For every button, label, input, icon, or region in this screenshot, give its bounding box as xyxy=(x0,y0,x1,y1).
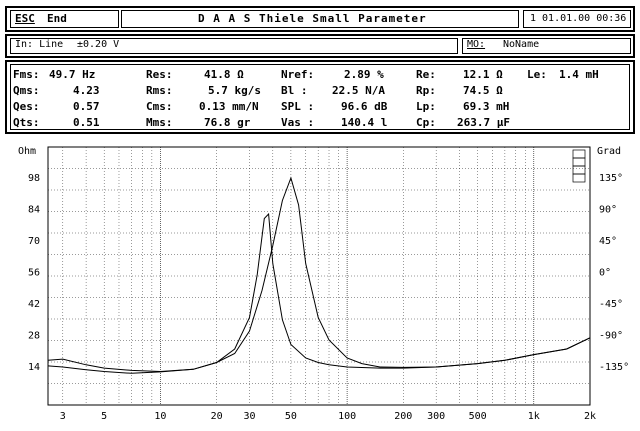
x-tick-label: 200 xyxy=(394,411,412,422)
param-cms-value: 0.13 mm/N xyxy=(199,100,259,113)
page-title: D A A S Thiele Small Parameter xyxy=(198,12,427,25)
right-tick-label: -135° xyxy=(599,362,629,373)
param-rp-label: Rp: xyxy=(416,84,436,97)
left-tick-label: 42 xyxy=(28,299,40,310)
right-tick-label: -45° xyxy=(599,299,623,310)
chart-curves xyxy=(47,176,591,374)
param-cp-value: 263.7 µF xyxy=(457,116,510,129)
param-bl-label: Bl : xyxy=(281,84,308,97)
param-mms-label: Mms: xyxy=(146,116,173,129)
param-fms-label: Fms: xyxy=(13,68,40,81)
param-spl-label: SPL : xyxy=(281,100,315,113)
mo-value: NoName xyxy=(503,39,540,50)
right-tick-label: 135° xyxy=(599,173,623,184)
phase-curve xyxy=(47,212,591,373)
mo-panel: MO: NoName xyxy=(462,38,631,54)
x-tick-label: 500 xyxy=(469,411,487,422)
param-res-label: Res: xyxy=(146,68,173,81)
param-cms-label: Cms: xyxy=(146,100,173,113)
scroll-indicator-box[interactable] xyxy=(572,165,586,175)
scroll-indicator[interactable] xyxy=(572,149,586,183)
right-axis-label: Grad xyxy=(597,146,621,157)
param-spl-value: 96.6 dB xyxy=(341,100,388,113)
esc-end-panel: ESC End xyxy=(10,10,119,28)
datetime: 1 01.01.00 00:36 xyxy=(530,13,627,24)
right-tick-label: 45° xyxy=(599,236,617,247)
x-axis-ticks: 3 5 10 20 30 50 100 200 300 500 1k 2k xyxy=(60,411,596,422)
param-fms-value: 49.7 Hz xyxy=(49,68,96,81)
param-le-label: Le: xyxy=(527,68,547,81)
x-tick-label: 1k xyxy=(528,411,540,422)
param-rms-value: 5.7 kg/s xyxy=(208,84,261,97)
left-tick-label: 70 xyxy=(28,236,40,247)
param-rms-label: Rms: xyxy=(146,84,173,97)
param-vas-label: Vas : xyxy=(281,116,315,129)
parameter-panel: Fms: 49.7 Hz Res: 41.8 Ω Nref: 2.89 % Re… xyxy=(5,60,635,134)
x-tick-label: 3 xyxy=(60,411,66,422)
parameter-grid: Fms: 49.7 Hz Res: 41.8 Ω Nref: 2.89 % Re… xyxy=(10,64,630,130)
param-cp-label: Cp: xyxy=(416,116,436,129)
plot-frame xyxy=(47,146,591,406)
input-panel: In: Line ±0.20 V xyxy=(10,38,458,54)
right-tick-label: 90° xyxy=(599,205,617,216)
param-le-value: 1.4 mH xyxy=(559,68,599,81)
param-re-value: 12.1 Ω xyxy=(463,68,503,81)
param-rp-value: 74.5 Ω xyxy=(463,84,503,97)
left-tick-label: 56 xyxy=(28,268,40,279)
input-bar: In: Line ±0.20 V MO: NoName xyxy=(5,34,635,58)
x-tick-label: 300 xyxy=(427,411,445,422)
left-tick-label: 14 xyxy=(28,362,40,373)
title-panel: D A A S Thiele Small Parameter xyxy=(121,10,519,28)
x-tick-label: 50 xyxy=(285,411,297,422)
menu-bar: ESC End D A A S Thiele Small Parameter 1… xyxy=(5,6,635,32)
param-qts-value: 0.51 xyxy=(73,116,100,129)
left-tick-label: 84 xyxy=(28,205,40,216)
param-qts-label: Qts: xyxy=(13,116,40,129)
x-tick-label: 5 xyxy=(101,411,107,422)
scroll-indicator-box[interactable] xyxy=(572,149,586,159)
left-axis-label: Ohm xyxy=(18,146,36,157)
impedance-chart: Ohm Grad 98 84 70 56 42 28 14 135° 90° 45° 0° -45°… xyxy=(18,146,629,422)
datetime-panel: 1 01.01.00 00:36 xyxy=(523,10,631,28)
input-label: In: Line xyxy=(15,39,64,50)
param-nref-label: Nref: xyxy=(281,68,315,81)
mo-label[interactable]: MO: xyxy=(467,39,486,50)
param-res-value: 41.8 Ω xyxy=(204,68,244,81)
scroll-indicator-box[interactable] xyxy=(572,173,586,183)
param-qms-label: Qms: xyxy=(13,84,40,97)
param-qes-label: Qes: xyxy=(13,100,40,113)
param-lp-value: 69.3 mH xyxy=(463,100,510,113)
impedance-curve xyxy=(47,176,591,374)
x-tick-label: 100 xyxy=(338,411,356,422)
param-mms-value: 76.8 gr xyxy=(204,116,251,129)
left-tick-label: 28 xyxy=(28,331,40,342)
left-axis-ticks: 98 84 70 56 42 28 14 xyxy=(28,173,40,373)
x-tick-label: 2k xyxy=(584,411,596,422)
param-qms-value: 4.23 xyxy=(73,84,100,97)
x-tick-label: 10 xyxy=(154,411,166,422)
input-level: ±0.20 V xyxy=(77,39,120,50)
esc-button[interactable]: ESC xyxy=(15,12,35,25)
end-button[interactable]: End xyxy=(47,12,67,25)
param-bl-value: 22.5 N/A xyxy=(332,84,385,97)
x-tick-label: 30 xyxy=(243,411,255,422)
param-lp-label: Lp: xyxy=(416,100,436,113)
chart-grid xyxy=(48,146,590,406)
x-tick-label: 20 xyxy=(211,411,223,422)
param-nref-value: 2.89 % xyxy=(344,68,384,81)
param-re-label: Re: xyxy=(416,68,436,81)
scroll-indicator-box[interactable] xyxy=(572,157,586,167)
right-tick-label: 0° xyxy=(599,268,611,279)
left-tick-label: 98 xyxy=(28,173,40,184)
param-qes-value: 0.57 xyxy=(73,100,100,113)
right-axis-ticks: 135° 90° 45° 0° -45° -90° -135° xyxy=(599,173,629,373)
right-tick-label: -90° xyxy=(599,331,623,342)
param-vas-value: 140.4 l xyxy=(341,116,388,129)
